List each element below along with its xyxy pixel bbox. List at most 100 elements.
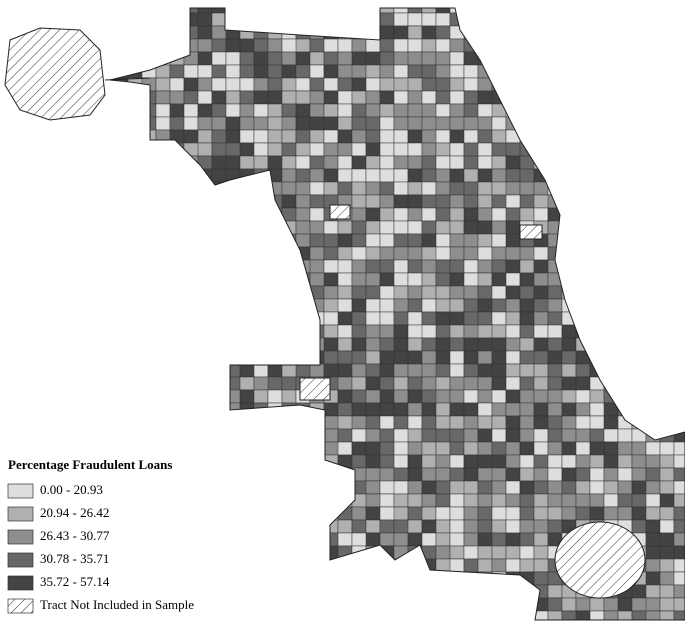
- tract: [141, 324, 157, 339]
- tract: [603, 116, 633, 131]
- tract: [407, 220, 423, 235]
- tract: [351, 51, 367, 66]
- tract: [659, 506, 675, 521]
- tract: [659, 558, 675, 573]
- tract: [575, 246, 591, 261]
- tract: [435, 116, 451, 131]
- tract: [127, 285, 143, 300]
- tract: [351, 25, 367, 40]
- tract: [183, 363, 213, 378]
- tract: [253, 142, 269, 157]
- tract: [421, 532, 437, 547]
- tract: [225, 233, 241, 248]
- tract: [561, 77, 577, 92]
- tract: [239, 129, 255, 144]
- tract: [211, 207, 227, 222]
- tract: [113, 389, 129, 404]
- tract: [631, 8, 661, 14]
- tract: [659, 259, 675, 274]
- tract: [295, 545, 311, 560]
- tract: [323, 116, 339, 131]
- tract: [323, 51, 339, 66]
- tract: [645, 519, 661, 534]
- tract: [239, 506, 255, 521]
- tract: [365, 155, 381, 170]
- tract: [603, 389, 619, 404]
- tract: [533, 519, 549, 534]
- tract: [673, 25, 685, 40]
- tract: [449, 168, 465, 183]
- tract: [253, 506, 269, 521]
- tract: [211, 571, 227, 586]
- tract: [491, 337, 507, 352]
- tract: [239, 90, 255, 105]
- tract: [337, 441, 353, 456]
- tract: [127, 168, 157, 183]
- tract: [239, 220, 255, 235]
- tract: [505, 155, 521, 170]
- tract: [477, 116, 493, 131]
- tract: [575, 207, 591, 222]
- tract: [533, 493, 549, 508]
- tract: [225, 38, 241, 53]
- tract: [113, 285, 143, 300]
- tract: [505, 545, 521, 560]
- tract: [351, 129, 367, 144]
- tract: [589, 350, 605, 365]
- tract: [183, 493, 199, 508]
- tract: [323, 519, 339, 534]
- tract: [267, 402, 283, 417]
- tract: [673, 480, 685, 495]
- tract: [267, 220, 283, 235]
- tract: [645, 155, 661, 170]
- tract: [449, 558, 465, 573]
- tract: [449, 142, 465, 157]
- tract: [421, 103, 437, 118]
- tract: [239, 116, 255, 131]
- tract: [407, 558, 423, 573]
- tract: [505, 8, 521, 14]
- tract: [337, 311, 353, 326]
- tract: [337, 285, 353, 300]
- tract: [127, 571, 157, 586]
- tract: [575, 233, 591, 248]
- tract: [225, 220, 241, 235]
- tract: [561, 454, 577, 469]
- tract: [519, 610, 535, 620]
- tract: [211, 168, 227, 183]
- tract: [337, 38, 353, 53]
- tract: [449, 246, 465, 261]
- tract: [617, 129, 633, 144]
- tract: [659, 532, 675, 547]
- tract: [561, 181, 577, 196]
- tract: [505, 12, 535, 27]
- tract: [337, 298, 353, 313]
- tract: [127, 207, 143, 222]
- tract: [519, 415, 535, 430]
- tract: [309, 506, 325, 521]
- tract: [393, 116, 409, 131]
- tract: [603, 194, 619, 209]
- tract: [365, 38, 381, 53]
- tract: [155, 493, 171, 508]
- tract: [435, 142, 451, 157]
- tract: [239, 467, 269, 482]
- tract: [113, 506, 129, 521]
- tract: [645, 181, 661, 196]
- tract: [533, 285, 549, 300]
- tract: [309, 259, 325, 274]
- tract: [533, 480, 549, 495]
- tract: [211, 376, 227, 391]
- tract: [463, 129, 479, 144]
- tract: [337, 129, 353, 144]
- tract: [365, 584, 381, 599]
- tract: [309, 220, 325, 235]
- tract: [253, 363, 269, 378]
- tract: [239, 571, 255, 586]
- tract: [379, 8, 395, 14]
- tract: [561, 480, 577, 495]
- tract: [281, 506, 311, 521]
- tract: [435, 428, 451, 443]
- tract: [449, 519, 465, 534]
- tract: [197, 532, 213, 547]
